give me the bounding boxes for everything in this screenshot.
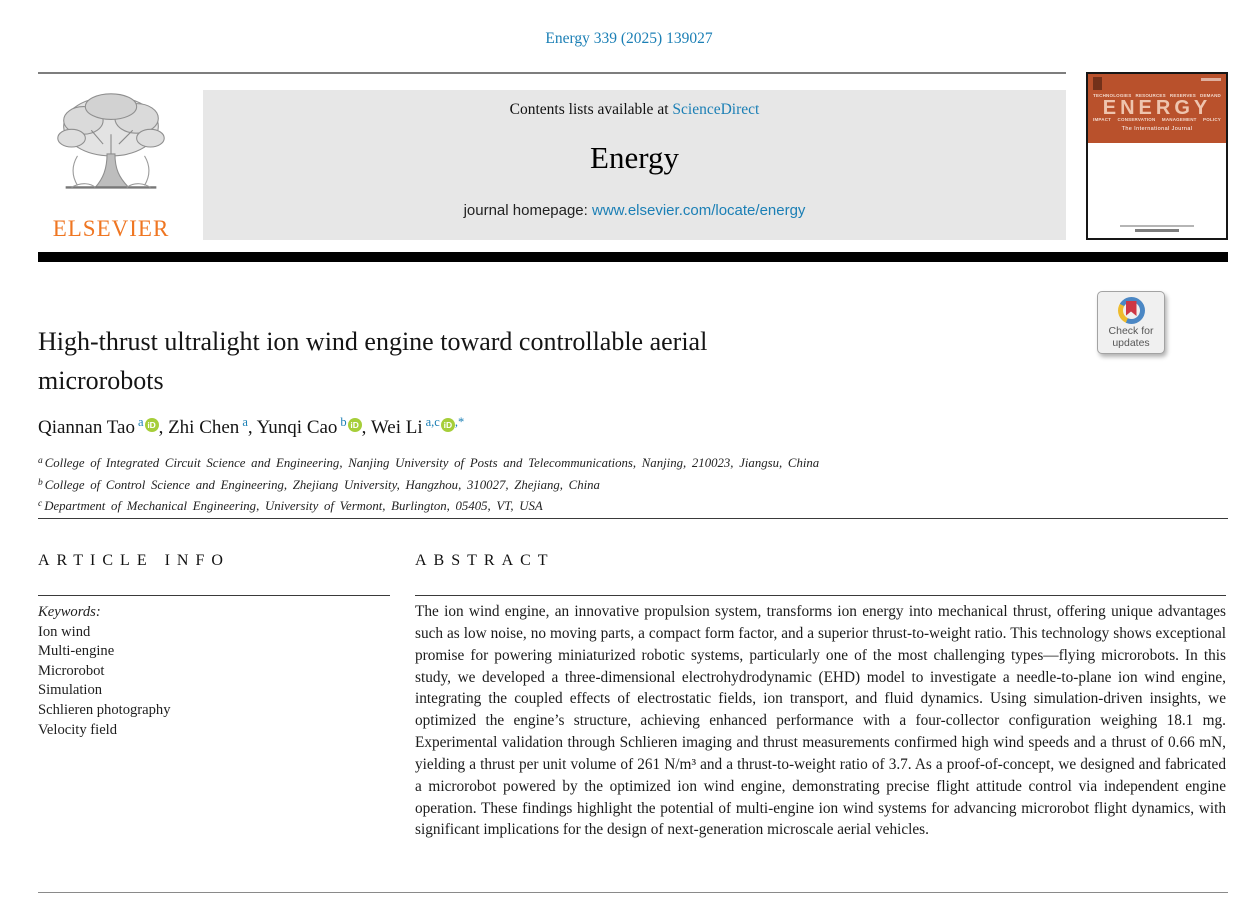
keyword-item: Ion wind xyxy=(38,623,91,640)
affiliation-row: a College of Integrated Circuit Science a… xyxy=(38,456,820,470)
cover-sciencedirect-mark xyxy=(1135,229,1179,232)
elsevier-tree-icon xyxy=(57,93,165,189)
bottom-divider xyxy=(38,892,1228,893)
cover-word: RESOURCES xyxy=(1135,93,1166,98)
crossmark-bookmark xyxy=(1125,301,1137,316)
contents-prefix: Contents lists available at xyxy=(509,101,673,118)
orcid-icon[interactable]: iD xyxy=(440,418,455,432)
top-divider xyxy=(38,72,1066,74)
cover-issn-placeholder xyxy=(1201,78,1221,81)
cover-banner: TECHNOLOGIES RESOURCES RESERVES DEMAND ENER… xyxy=(1088,74,1226,143)
badge-line1: Check for xyxy=(1108,325,1154,337)
author-name: Qiannan Tao xyxy=(38,417,135,438)
homepage-link[interactable]: www.elsevier.com/locate/energy xyxy=(592,202,806,219)
sciencedirect-link[interactable]: ScienceDirect xyxy=(672,101,760,118)
author-corresponding-sup: ,* xyxy=(454,415,465,429)
cover-word: RESERVES xyxy=(1169,93,1196,98)
author-list: Qiannan Tao a iD, Zhi Chen a, Yunqi Cao b iD,… xyxy=(38,415,465,438)
author-affiliation-sup: b xyxy=(340,415,347,429)
keyword-item: Velocity field xyxy=(38,721,118,738)
author-affiliation-sup: a xyxy=(138,415,144,429)
keywords-label: Keywords: xyxy=(38,604,101,620)
author-name: Yunqi Cao xyxy=(256,417,338,438)
contents-line: Contents lists available at ScienceDirec… xyxy=(203,90,1066,119)
abstract-text: The ion wind engine, an innovative propu… xyxy=(415,603,1226,839)
journal-title: Energy xyxy=(590,140,679,175)
journal-citation: Energy 339 (2025) 139027 xyxy=(545,30,713,47)
keyword-item: Schlieren photography xyxy=(38,701,171,718)
homepage-line: journal homepage: www.elsevier.com/locat… xyxy=(203,202,1066,219)
affiliation-row: c Department of Mechanical Engineering, U… xyxy=(38,499,543,514)
author-affiliation-sup: a xyxy=(242,415,248,429)
elsevier-logo[interactable]: ELSEVIER xyxy=(40,84,182,241)
cover-word: CONSERVATION xyxy=(1117,117,1156,122)
journal-cover-thumbnail[interactable]: TECHNOLOGIES RESOURCES RESERVES DEMAND ENER… xyxy=(1086,72,1228,240)
cover-word: IMPACT xyxy=(1093,117,1112,122)
abstract-heading: ABSTRACT xyxy=(415,552,555,569)
affiliation-marker: a xyxy=(38,456,43,466)
cover-subtitle: The International Journal xyxy=(1121,126,1193,132)
check-for-updates-badge[interactable]: Check for updates xyxy=(1097,291,1165,354)
cover-bottom-words: IMPACT CONSERVATION MANAGEMENT POLICY xyxy=(1088,117,1226,122)
orcid-icon[interactable]: iD xyxy=(144,418,159,432)
keyword-item: Multi-engine xyxy=(38,643,115,660)
badge-text: Check for updates xyxy=(1108,325,1154,349)
affiliations: a College of Integrated Circuit Science a… xyxy=(38,454,819,519)
abstract-rule xyxy=(415,595,1226,596)
affiliation-marker: b xyxy=(38,477,43,488)
cover-top-words: TECHNOLOGIES RESOURCES RESERVES DEMAND xyxy=(1088,93,1226,98)
cover-title: ENERGY xyxy=(1102,97,1212,119)
crossmark-icon xyxy=(1117,297,1145,324)
author-name: Wei Li xyxy=(370,417,423,438)
article-title-line2: microrobots xyxy=(38,366,164,395)
journal-header-box: Contents lists available at ScienceDirec… xyxy=(203,90,1066,240)
article-info-heading: ARTICLE INFO xyxy=(38,552,230,569)
article-info-rule xyxy=(38,595,390,596)
orcid-icon[interactable]: iD xyxy=(347,418,362,432)
author-name: Zhi Chen xyxy=(168,417,240,438)
cover-elsevier-mark-icon xyxy=(1093,77,1102,90)
article-title-line1: High-thrust ultralight ion wind engine t… xyxy=(38,327,708,356)
affiliation-row: b College of Control Science and Engineer… xyxy=(38,477,600,492)
cover-word: POLICY xyxy=(1203,117,1221,122)
cover-word: MANAGEMENT xyxy=(1161,117,1197,122)
keyword-item: Simulation xyxy=(38,682,103,699)
affiliation-marker: c xyxy=(38,499,43,510)
article-title: High-thrust ultralight ion wind engine t… xyxy=(38,322,998,400)
elsevier-wordmark: ELSEVIER xyxy=(52,216,170,241)
keywords-block: Keywords: Ion wind Multi-engine Microrobot… xyxy=(38,603,171,740)
cover-word: DEMAND xyxy=(1200,93,1221,98)
keyword-item: Microrobot xyxy=(38,662,105,679)
cover-footer-line xyxy=(1120,225,1194,227)
author-affiliation-sup: a,c xyxy=(425,415,440,429)
head-divider xyxy=(38,518,1228,519)
cover-word: TECHNOLOGIES xyxy=(1093,93,1132,98)
homepage-label: journal homepage: xyxy=(463,202,592,219)
header-rule-bar xyxy=(38,252,1228,262)
badge-line2: updates xyxy=(1112,336,1150,349)
